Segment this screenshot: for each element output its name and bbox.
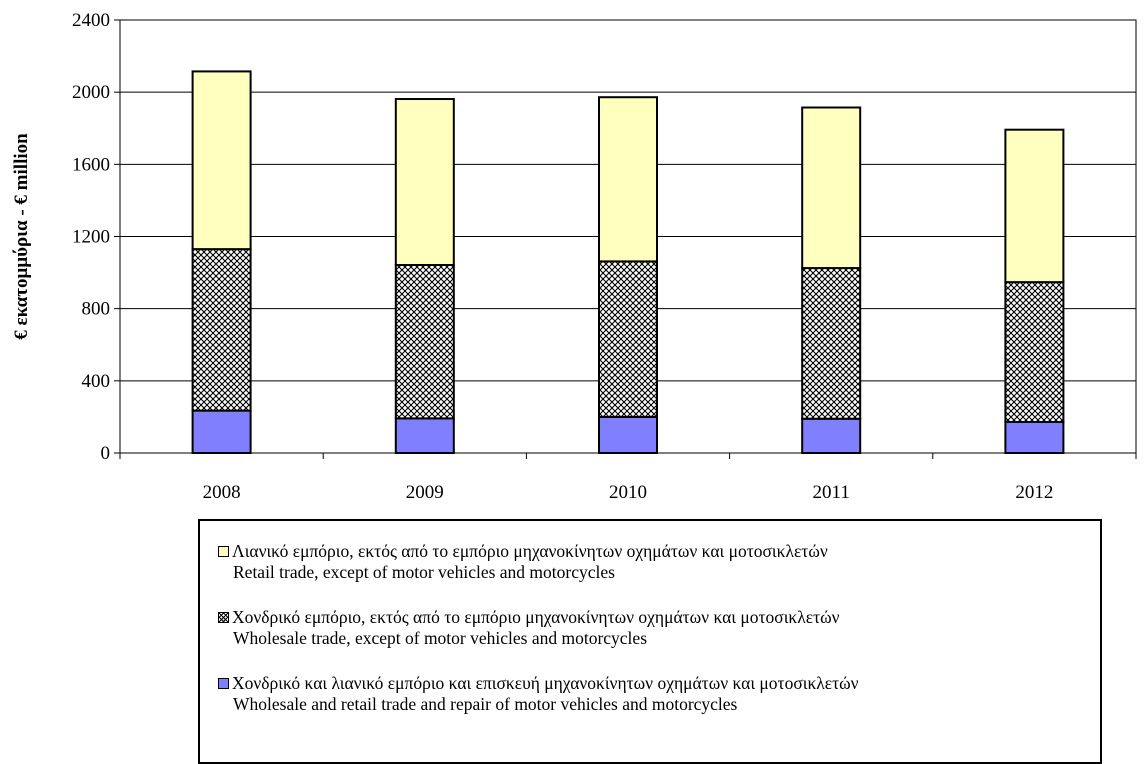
legend-entry-line1: Χονδρικό και λιανικό εμπόριο και επισκευ… — [218, 673, 859, 694]
y-axis-label: € εκατομμύρια - € million — [11, 133, 32, 340]
x-tick-label: 2010 — [609, 482, 647, 503]
bar-wholesale_except_motor-2009 — [394, 264, 455, 420]
legend-entry-line1: Λιανικό εμπόριο, εκτός από το εμπόριο μη… — [218, 541, 828, 562]
bar-wholesale_retail_repair_motor-2010 — [598, 415, 658, 454]
legend-label-greek: Λιανικό εμπόριο, εκτός από το εμπόριο μη… — [232, 541, 828, 561]
y-tick-label: 2400 — [72, 10, 110, 31]
bar-wholesale_except_motor-2012 — [1004, 281, 1065, 423]
legend-entry-line1: Χονδρικό εμπόριο, εκτός από το εμπόριο μ… — [218, 607, 840, 628]
legend-swatch-wholesale_retail_repair_motor — [218, 678, 229, 689]
bar-retail_except_motor-2008 — [191, 70, 252, 251]
legend-entry-wholesale_retail_repair_motor: Χονδρικό και λιανικό εμπόριο και επισκευ… — [218, 673, 859, 715]
legend-entry-retail_except_motor: Λιανικό εμπόριο, εκτός από το εμπόριο μη… — [218, 541, 828, 583]
legend: Λιανικό εμπόριο, εκτός από το εμπόριο μη… — [198, 519, 1102, 764]
legend-label-greek: Χονδρικό εμπόριο, εκτός από το εμπόριο μ… — [232, 607, 840, 627]
bar-retail_except_motor-2010 — [598, 96, 658, 263]
x-axis-ticks: 2008 2009 2010 2011 2012 — [119, 452, 1137, 503]
bar-retail_except_motor-2009 — [394, 98, 455, 267]
y-tick-label: 800 — [82, 299, 111, 320]
bar-wholesale_except_motor-2011 — [801, 267, 862, 420]
x-tick-label: 2011 — [813, 482, 850, 503]
bar-wholesale_retail_repair_motor-2009 — [394, 417, 455, 454]
bar-wholesale_retail_repair_motor-2011 — [801, 417, 862, 454]
bar-wholesale_except_motor-2010 — [598, 260, 658, 418]
y-tick-label: 0 — [101, 443, 111, 464]
legend-label-english: Retail trade, except of motor vehicles a… — [233, 562, 615, 582]
x-tick-label: 2008 — [203, 482, 241, 503]
legend-label-english: Wholesale and retail trade and repair of… — [233, 694, 738, 714]
legend-entry-wholesale_except_motor: Χονδρικό εμπόριο, εκτός από το εμπόριο μ… — [218, 607, 840, 649]
bar-wholesale_retail_repair_motor-2012 — [1004, 420, 1065, 454]
bar-retail_except_motor-2011 — [801, 106, 862, 270]
legend-swatch-wholesale_except_motor — [218, 612, 229, 623]
bars — [191, 70, 1065, 454]
y-axis-ticks: 0 400 800 1200 1600 2000 2400 — [72, 10, 120, 464]
chart-area: 0 400 800 1200 1600 2000 2400 2008 2009 2010 2011… — [11, 10, 1137, 503]
y-tick-label: 1600 — [72, 154, 110, 175]
y-tick-label: 2000 — [72, 82, 110, 103]
bar-wholesale_retail_repair_motor-2008 — [191, 409, 252, 454]
x-tick-label: 2012 — [1015, 482, 1053, 503]
legend-swatch-retail_except_motor — [218, 546, 229, 557]
y-tick-label: 400 — [82, 371, 111, 392]
legend-label-greek: Χονδρικό και λιανικό εμπόριο και επισκευ… — [232, 673, 859, 693]
bar-retail_except_motor-2012 — [1004, 128, 1065, 284]
x-tick-label: 2009 — [406, 482, 444, 503]
bar-wholesale_except_motor-2008 — [191, 248, 252, 412]
legend-label-english: Wholesale trade, except of motor vehicle… — [233, 628, 648, 648]
y-tick-label: 1200 — [72, 227, 110, 248]
